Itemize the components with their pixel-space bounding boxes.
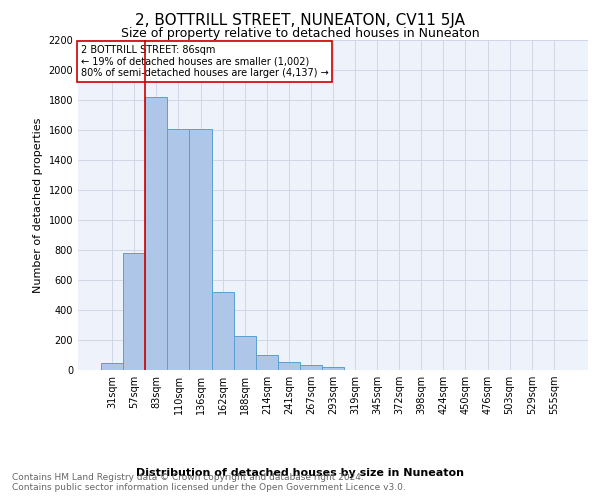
- Bar: [145, 97, 167, 370]
- Bar: [167, 128, 190, 370]
- Text: 2, BOTTRILL STREET, NUNEATON, CV11 5JA: 2, BOTTRILL STREET, NUNEATON, CV11 5JA: [135, 12, 465, 28]
- Bar: [190, 128, 212, 370]
- Bar: [278, 362, 300, 370]
- Bar: [212, 292, 233, 370]
- Bar: [322, 367, 344, 370]
- Text: Size of property relative to detached houses in Nuneaton: Size of property relative to detached ho…: [121, 28, 479, 40]
- Text: 2 BOTTRILL STREET: 86sqm
← 19% of detached houses are smaller (1,002)
80% of sem: 2 BOTTRILL STREET: 86sqm ← 19% of detach…: [80, 45, 328, 78]
- Bar: [233, 336, 256, 370]
- Y-axis label: Number of detached properties: Number of detached properties: [33, 118, 43, 292]
- Bar: [256, 355, 278, 370]
- Bar: [101, 362, 123, 370]
- Bar: [300, 365, 322, 370]
- Bar: [123, 253, 145, 370]
- Text: Contains HM Land Registry data © Crown copyright and database right 2024.
Contai: Contains HM Land Registry data © Crown c…: [12, 473, 406, 492]
- Text: Distribution of detached houses by size in Nuneaton: Distribution of detached houses by size …: [136, 468, 464, 477]
